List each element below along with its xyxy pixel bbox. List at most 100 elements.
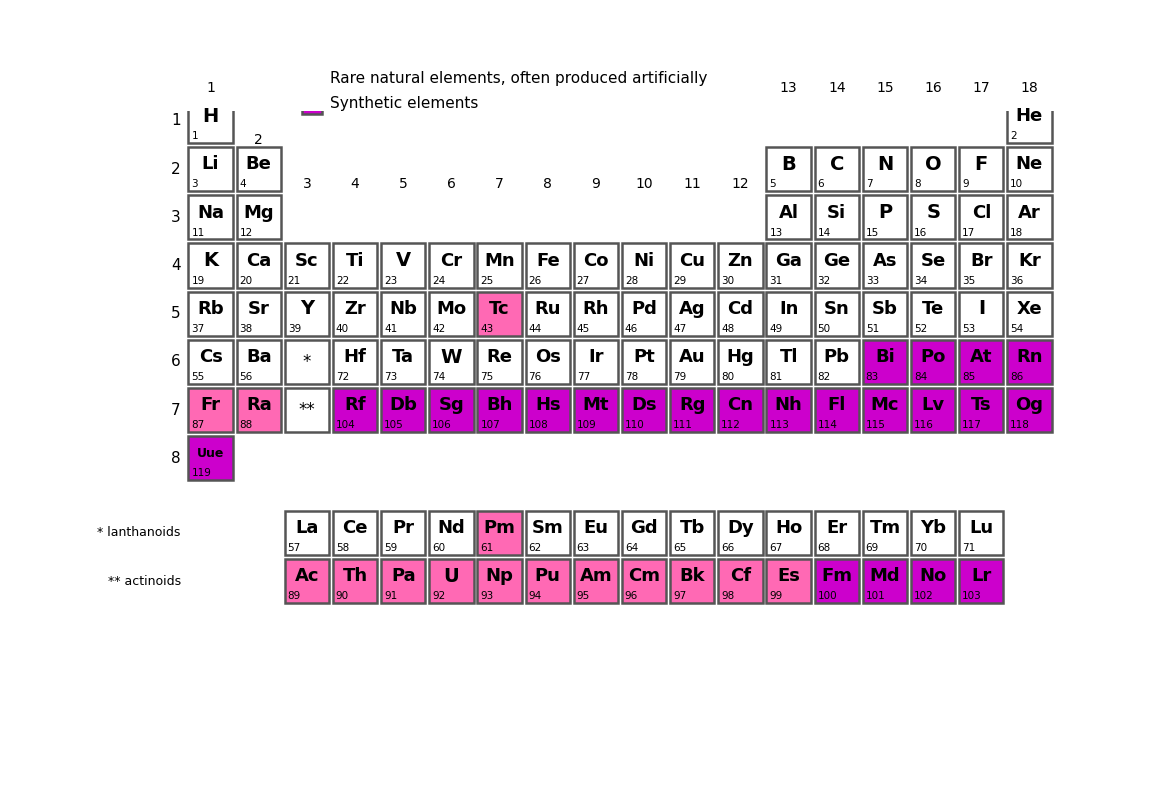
Text: Pm: Pm	[483, 519, 515, 537]
Text: Cd: Cd	[728, 300, 754, 318]
FancyBboxPatch shape	[429, 291, 474, 336]
Text: Sb: Sb	[873, 300, 898, 318]
Text: Ti: Ti	[346, 252, 365, 270]
Text: 23: 23	[385, 276, 397, 286]
Text: 84: 84	[914, 372, 927, 382]
Text: 28: 28	[624, 276, 639, 286]
Text: 44: 44	[528, 324, 542, 334]
Text: 3: 3	[302, 178, 312, 191]
Text: 117: 117	[962, 420, 982, 430]
FancyBboxPatch shape	[670, 559, 715, 603]
Text: S: S	[927, 203, 940, 222]
Text: 68: 68	[817, 543, 830, 553]
Text: 10: 10	[1010, 179, 1023, 190]
Text: Ni: Ni	[634, 252, 655, 270]
FancyBboxPatch shape	[574, 388, 619, 432]
FancyBboxPatch shape	[815, 559, 858, 603]
FancyBboxPatch shape	[429, 340, 474, 384]
FancyBboxPatch shape	[911, 559, 955, 603]
Text: Kr: Kr	[1018, 252, 1041, 270]
FancyBboxPatch shape	[574, 243, 619, 288]
Text: 65: 65	[673, 543, 687, 553]
FancyBboxPatch shape	[719, 340, 762, 384]
Text: Fm: Fm	[821, 567, 853, 586]
Text: 14: 14	[828, 81, 846, 95]
Text: 114: 114	[817, 420, 837, 430]
Text: 113: 113	[769, 420, 789, 430]
Text: Rg: Rg	[679, 396, 706, 414]
Text: 96: 96	[624, 591, 639, 602]
FancyBboxPatch shape	[670, 243, 715, 288]
Text: Uue: Uue	[196, 447, 225, 460]
Text: 80: 80	[721, 372, 734, 382]
FancyBboxPatch shape	[670, 340, 715, 384]
Text: 107: 107	[480, 420, 500, 430]
FancyBboxPatch shape	[767, 147, 810, 191]
Text: 86: 86	[1010, 372, 1023, 382]
FancyBboxPatch shape	[333, 559, 377, 603]
Text: Pr: Pr	[393, 519, 414, 537]
Text: Ce: Ce	[342, 519, 368, 537]
Text: 4: 4	[171, 258, 181, 273]
Text: 50: 50	[817, 324, 830, 334]
Text: U: U	[443, 566, 460, 586]
FancyBboxPatch shape	[960, 243, 1003, 288]
Text: Lu: Lu	[969, 519, 994, 537]
Text: 100: 100	[817, 591, 837, 602]
Text: 58: 58	[336, 543, 349, 553]
Text: Nd: Nd	[437, 519, 466, 537]
FancyBboxPatch shape	[767, 195, 810, 239]
FancyBboxPatch shape	[911, 388, 955, 432]
Text: 87: 87	[192, 420, 205, 430]
Text: Bh: Bh	[487, 396, 513, 414]
FancyBboxPatch shape	[863, 388, 907, 432]
FancyBboxPatch shape	[1008, 147, 1051, 191]
Text: 31: 31	[769, 276, 782, 286]
Text: Am: Am	[580, 567, 613, 586]
Text: 42: 42	[432, 324, 446, 334]
Text: 75: 75	[480, 372, 494, 382]
FancyBboxPatch shape	[863, 340, 907, 384]
Text: Co: Co	[583, 252, 609, 270]
FancyBboxPatch shape	[1008, 99, 1051, 143]
Text: 3: 3	[192, 179, 198, 190]
FancyBboxPatch shape	[381, 243, 426, 288]
Text: 57: 57	[288, 543, 301, 553]
FancyBboxPatch shape	[236, 243, 281, 288]
Text: 74: 74	[432, 372, 446, 382]
Text: I: I	[977, 299, 984, 318]
FancyBboxPatch shape	[1008, 388, 1051, 432]
FancyBboxPatch shape	[622, 340, 667, 384]
Text: Dy: Dy	[727, 519, 754, 537]
Text: 85: 85	[962, 372, 975, 382]
FancyBboxPatch shape	[911, 291, 955, 336]
Text: 63: 63	[576, 543, 590, 553]
FancyBboxPatch shape	[526, 388, 570, 432]
FancyBboxPatch shape	[333, 388, 377, 432]
FancyBboxPatch shape	[670, 291, 715, 336]
Text: 111: 111	[673, 420, 693, 430]
Text: H: H	[202, 106, 219, 126]
FancyBboxPatch shape	[622, 388, 667, 432]
Text: Bi: Bi	[875, 348, 895, 366]
FancyBboxPatch shape	[574, 291, 619, 336]
Text: He: He	[1016, 107, 1043, 125]
FancyBboxPatch shape	[767, 388, 810, 432]
Text: 79: 79	[673, 372, 687, 382]
FancyBboxPatch shape	[670, 388, 715, 432]
Text: As: As	[873, 252, 897, 270]
FancyBboxPatch shape	[960, 147, 1003, 191]
FancyBboxPatch shape	[815, 147, 858, 191]
FancyBboxPatch shape	[767, 243, 810, 288]
Text: 17: 17	[962, 227, 975, 238]
FancyBboxPatch shape	[477, 243, 522, 288]
Text: 32: 32	[817, 276, 830, 286]
Text: C: C	[829, 155, 844, 174]
FancyBboxPatch shape	[381, 388, 426, 432]
FancyBboxPatch shape	[285, 510, 329, 555]
Text: Se: Se	[921, 252, 946, 270]
Text: 46: 46	[624, 324, 639, 334]
Text: 53: 53	[962, 324, 975, 334]
FancyBboxPatch shape	[719, 243, 762, 288]
Text: 69: 69	[866, 543, 878, 553]
